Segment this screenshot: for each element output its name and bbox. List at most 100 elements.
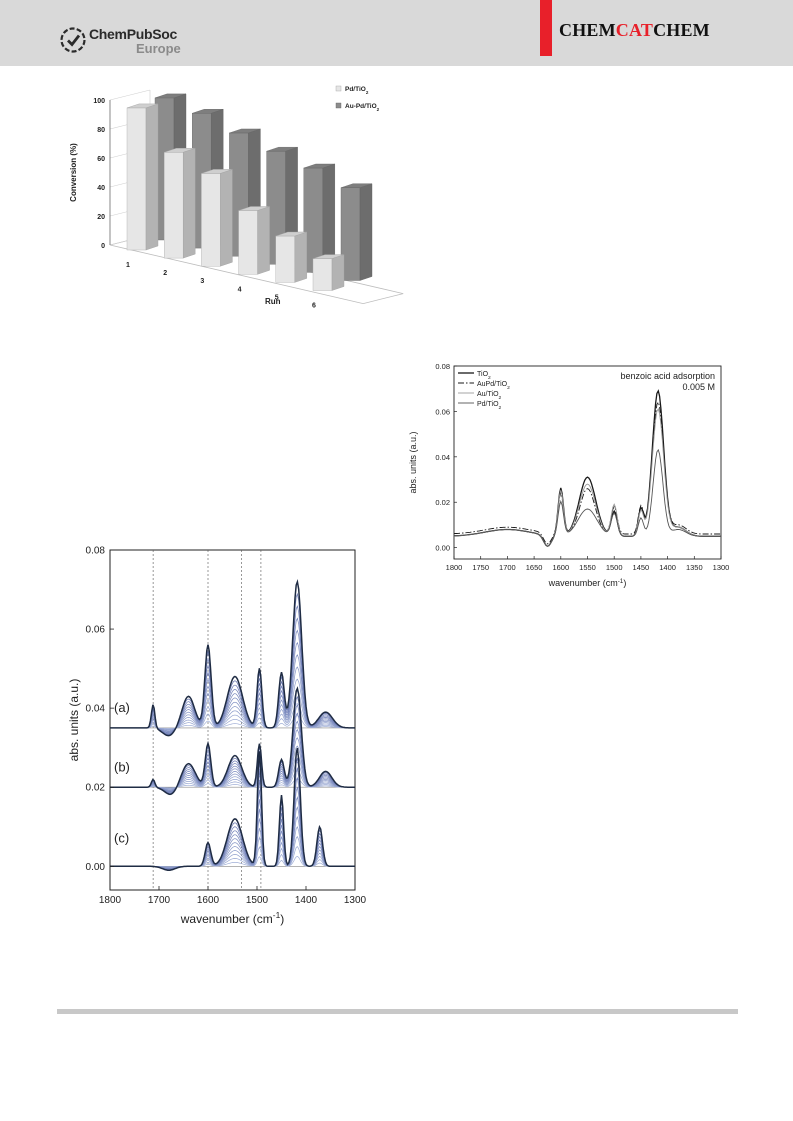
ir-y-tick-label: 0.02 — [86, 783, 106, 794]
benzoic-x-tick-label: 1500 — [606, 563, 623, 572]
bar-x-tick-label: 3 — [200, 278, 204, 285]
journal-part-3: CHEM — [653, 20, 710, 40]
ir-spectrum-line-panel-1 — [110, 592, 355, 736]
benzoic-x-tick-label: 1350 — [686, 563, 703, 572]
ir-spectrum-line-panel-1 — [110, 617, 355, 735]
bar-top-face — [164, 148, 196, 153]
bar-y-axis-label: Conversion (%) — [69, 143, 78, 202]
bar-top-face — [154, 93, 187, 99]
bar-y-tick-label: 40 — [97, 185, 105, 192]
benzoic-annotation-line-1: benzoic acid adsorption — [620, 371, 715, 381]
ir-y-tick-label: 0.06 — [86, 625, 106, 636]
benzoic-x-tick-label: 1550 — [579, 563, 596, 572]
benzoic-x-tick-label: 1700 — [499, 563, 516, 572]
bar-y-tick-label: 20 — [97, 214, 105, 221]
ir-x-tick-label: 1500 — [246, 895, 269, 906]
benzoic-legend-label: Au/TiO2 — [477, 391, 502, 401]
bar-legend-swatch — [335, 85, 342, 92]
chempubsoc-star-icon — [60, 27, 86, 53]
ir-spectrum-line-panel-2 — [110, 686, 355, 796]
ir-plot-frame — [109, 549, 356, 891]
journal-title: CHEMCATCHEM — [559, 20, 710, 41]
bar-top-face — [238, 206, 270, 211]
bar-pd-run-4 — [238, 210, 258, 275]
benzoic-legend-label: Pd/TiO2 — [477, 401, 502, 411]
benzoic-annotation-line-2: 0.005 M — [682, 382, 715, 392]
benzoic-y-axis-label: abs. units (a.u.) — [408, 431, 418, 493]
bar-top-face — [229, 128, 261, 134]
benzoic-y-tick-label: 0.06 — [435, 407, 450, 416]
ir-spectrum-line-panel-1 — [110, 578, 355, 737]
benzoic-y-tick-label: 0.04 — [435, 453, 450, 462]
bar-pd-run-3 — [201, 173, 221, 267]
logo-sub: Europe — [136, 41, 181, 56]
bar-pd-run-2 — [163, 152, 184, 259]
bar-side-face — [331, 254, 345, 291]
bar-side-face — [257, 206, 270, 275]
bar-y-tick-label: 100 — [93, 98, 105, 105]
benzoic-x-axis-label: wavenumber (cm-1) — [548, 578, 627, 589]
footer-rule — [57, 1009, 738, 1014]
bar-x-tick-label: 2 — [163, 270, 167, 277]
bar-top-face — [275, 231, 307, 237]
benzoic-x-tick-label: 1800 — [446, 563, 463, 572]
bar-legend-label: Au-Pd/TiO2 — [345, 103, 380, 112]
ir-panel-label: (c) — [114, 831, 129, 846]
bar-side-face — [145, 103, 159, 251]
benzoic-x-tick-label: 1300 — [713, 563, 730, 572]
bar-pd-run-5 — [275, 235, 296, 283]
bar-top-face — [312, 254, 345, 259]
bar-x-axis-label: Run — [265, 297, 281, 306]
bar-x-tick-label: 4 — [238, 286, 242, 293]
benzoic-x-tick-label: 1600 — [552, 563, 569, 572]
ir-x-tick-label: 1700 — [148, 895, 171, 906]
bar-pd-run-6 — [312, 258, 333, 291]
benzoic-y-tick-label: 0.00 — [435, 544, 450, 553]
benzoic-x-tick-label: 1450 — [633, 563, 650, 572]
benzoic-y-tick-label: 0.02 — [435, 498, 450, 507]
logo-name: ChemPubSoc — [89, 26, 178, 42]
bar-x-tick-label: 5 — [275, 294, 279, 301]
journal-part-1: CHEM — [559, 20, 616, 40]
benzoic-x-tick-label: 1650 — [526, 563, 543, 572]
bar-side-face — [182, 147, 196, 259]
bar-pd-run-1 — [126, 107, 147, 251]
ir-spectrum-line-panel-3 — [110, 747, 355, 871]
ir-x-tick-label: 1400 — [295, 895, 318, 906]
benzoic-series-line — [453, 401, 721, 545]
header-red-bar — [540, 0, 552, 56]
ir-x-tick-label: 1800 — [99, 895, 122, 906]
bar-top-face — [126, 103, 159, 109]
benzoic-series-line — [453, 448, 721, 547]
bar-grid-line — [109, 89, 151, 101]
benzoic-y-tick-label: 0.08 — [435, 362, 450, 371]
bar-top-face — [192, 109, 224, 114]
ir-x-tick-label: 1600 — [197, 895, 220, 906]
benzoic-legend-label: TiO2 — [477, 371, 491, 381]
ir-y-tick-label: 0.00 — [86, 862, 106, 873]
bar-top-face — [201, 169, 233, 174]
benzoic-series-line — [453, 389, 721, 547]
bar-legend-swatch — [335, 102, 342, 109]
bar-side-face — [359, 183, 373, 281]
benzoic-x-tick-label: 1750 — [472, 563, 489, 572]
bar-x-tick-label: 1 — [126, 262, 130, 269]
ir-panel-label: (b) — [114, 759, 130, 774]
benzoic-x-tick-label: 1400 — [659, 563, 676, 572]
bar-top-face — [266, 146, 298, 152]
ir-y-tick-label: 0.04 — [86, 704, 106, 715]
ir-spectrum-line-panel-1 — [110, 605, 355, 735]
journal-part-2: CAT — [615, 20, 654, 40]
ir-x-axis-label: wavenumber (cm-1) — [180, 910, 284, 926]
bar-legend-label: Pd/TiO2 — [345, 86, 369, 95]
conversion-bar-chart: 0 20 40 60 80 100 Conversion (%) 1 2 3 4 5 6 Run Pd/Ti… — [69, 85, 404, 310]
bar-x-tick-label: 6 — [312, 303, 316, 310]
chempubsoc-logo: ChemPubSoc Europe — [60, 25, 200, 59]
ir-spectrum-line-panel-1 — [110, 629, 355, 734]
bar-top-face — [340, 183, 373, 188]
ir-x-tick-label: 1300 — [344, 895, 367, 906]
bar-y-tick-label: 0 — [101, 243, 105, 250]
ir-panel-label: (a) — [114, 700, 130, 715]
bar-top-face — [303, 163, 335, 169]
